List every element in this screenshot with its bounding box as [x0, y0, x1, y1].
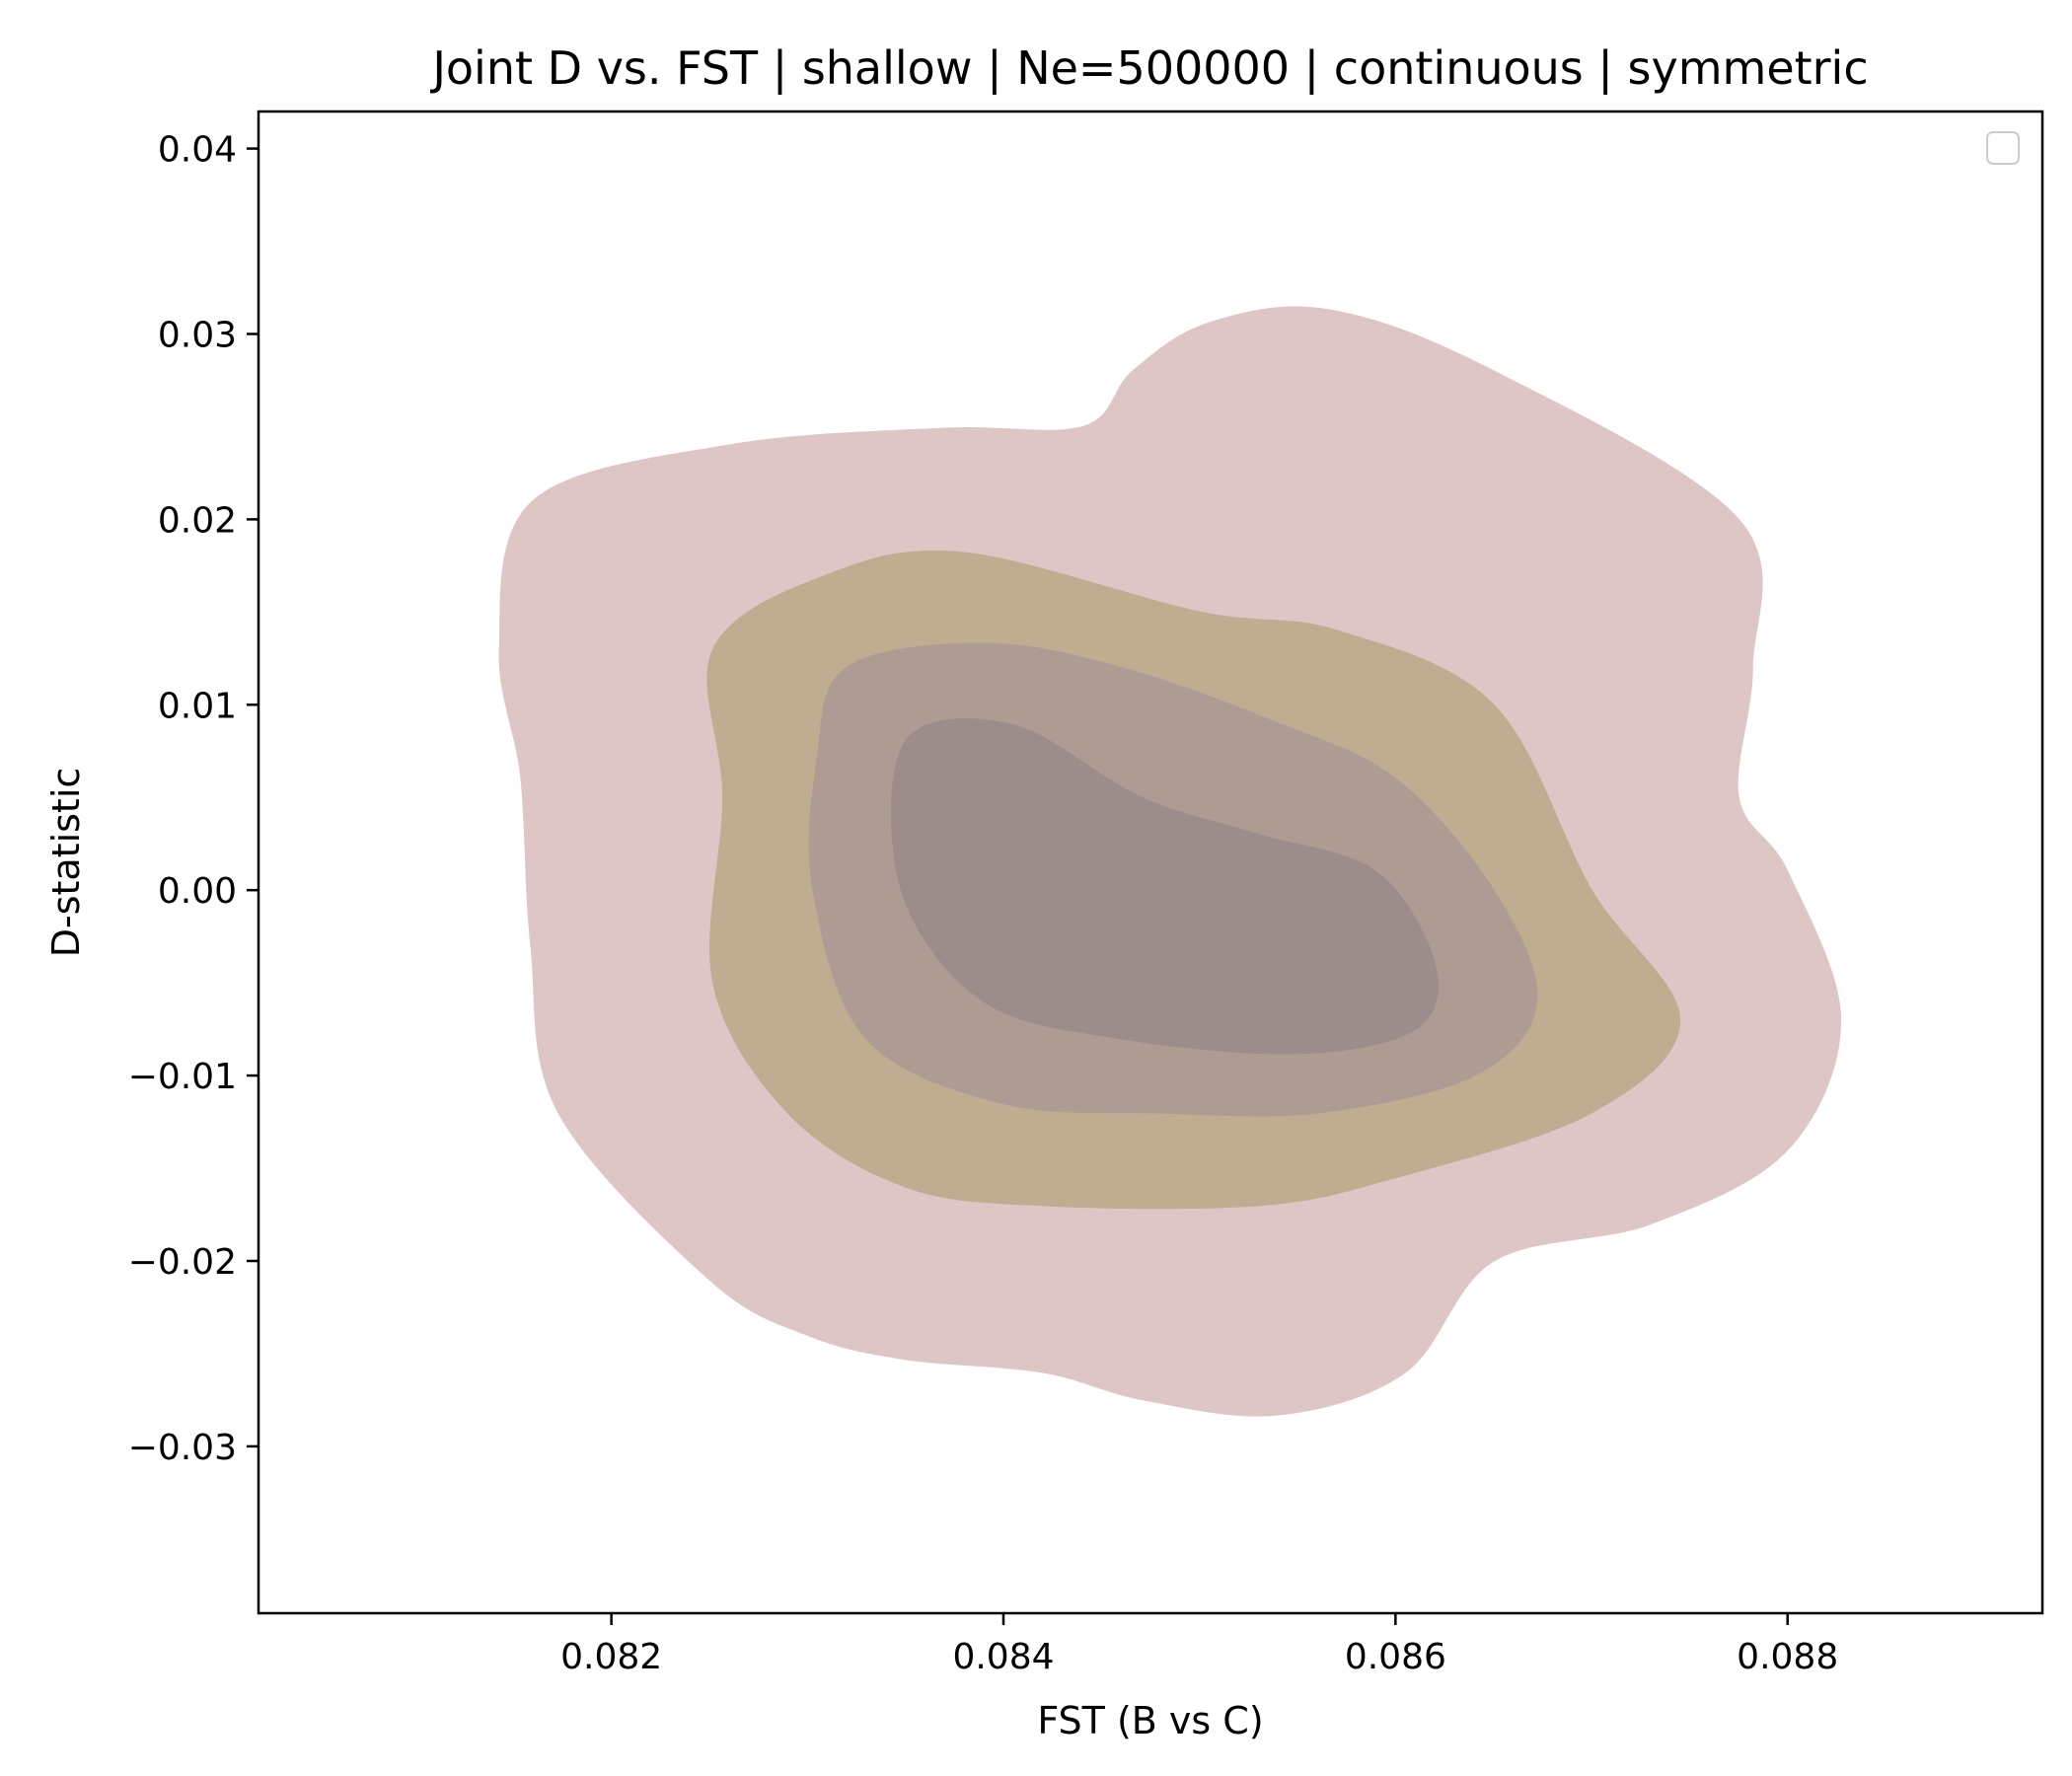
- legend-box: [1986, 131, 2020, 165]
- y-tick-label: 0.01: [158, 686, 237, 726]
- y-tick-label: 0.00: [158, 871, 237, 912]
- contour-level-4: [890, 718, 1439, 1055]
- plot-frame: [257, 110, 2044, 1615]
- chart-title: Joint D vs. FST | shallow | Ne=500000 | …: [429, 41, 1868, 96]
- y-tick-label: −0.03: [128, 1428, 237, 1468]
- x-tick-label: 0.084: [952, 1637, 1054, 1677]
- y-tick-label: −0.01: [128, 1057, 237, 1097]
- x-tick-label: 0.088: [1737, 1637, 1838, 1677]
- x-axis-label: FST (B vs C): [1037, 1699, 1263, 1742]
- y-axis: 0.04 0.03 0.02 0.01 0.00 −0.01 −0.02 −0.03: [128, 130, 259, 1468]
- density-contours: [498, 306, 1842, 1417]
- y-axis-label: D-statistic: [44, 768, 88, 958]
- x-axis: 0.082 0.084 0.086 0.088: [560, 1613, 1838, 1677]
- y-tick-label: −0.02: [128, 1242, 237, 1283]
- y-tick-label: 0.04: [158, 130, 237, 171]
- x-tick-label: 0.086: [1345, 1637, 1446, 1677]
- x-tick-label: 0.082: [560, 1637, 662, 1677]
- y-tick-label: 0.03: [158, 315, 237, 355]
- y-tick-label: 0.02: [158, 500, 237, 541]
